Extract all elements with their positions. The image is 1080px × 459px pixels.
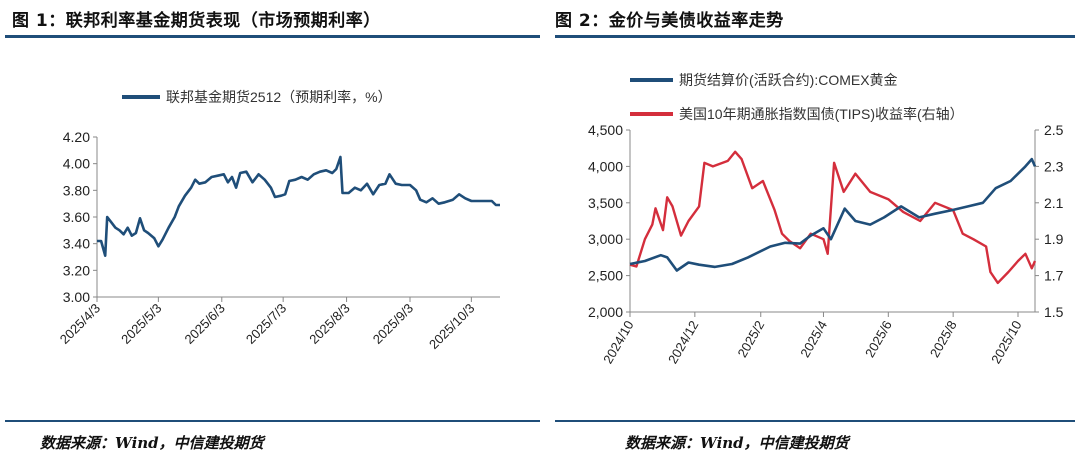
top-rule-left [5, 35, 540, 38]
source-note-left: 数据来源：Wind，中信建投期货 [40, 434, 264, 452]
top-rule-right [555, 35, 1075, 38]
left-y-tick-label: 4,000 [588, 158, 623, 174]
left-y-tick-label: 3,500 [588, 195, 623, 211]
x-tick-label: 2024/12 [665, 318, 701, 366]
source-note-right: 数据来源：Wind，中信建投期货 [625, 434, 849, 452]
right-y-tick-label: 1.7 [1044, 268, 1064, 284]
series-line-comex-gold [629, 157, 1037, 272]
x-tick-label: 2025/8 [927, 318, 960, 360]
y-tick-label: 3.20 [63, 262, 90, 278]
x-tick-label: 2025/10 [988, 318, 1024, 366]
left-y-tick-label: 2,000 [588, 304, 623, 320]
right-y-tick-label: 1.5 [1044, 304, 1064, 320]
y-tick-label: 3.80 [63, 182, 90, 198]
left-y-tick-label: 4,500 [588, 122, 623, 138]
legend-label-gold: 期货结算价(活跃合约):COMEX黄金 [679, 72, 898, 88]
right-y-tick-label: 2.5 [1044, 122, 1064, 138]
x-tick-label: 2025/6 [862, 318, 895, 360]
legend-label: 联邦基金期货2512（预期利率，%） [166, 89, 392, 105]
right-y-tick-label: 2.1 [1044, 195, 1064, 211]
figure-2-title: 图 2：金价与美债收益率走势 [555, 11, 784, 31]
y-tick-label: 3.00 [63, 289, 90, 305]
legend-label-tips: 美国10年期通胀指数国债(TIPS)收益率(右轴） [679, 106, 964, 122]
bottom-rule-left [5, 420, 540, 422]
y-tick-label: 4.20 [63, 129, 90, 145]
left-y-tick-label: 3,000 [588, 231, 623, 247]
x-tick-label: 2025/4 [797, 318, 830, 360]
y-tick-label: 3.60 [63, 209, 90, 225]
bottom-rule-right [555, 420, 1075, 422]
gold-tips-chart: 2,000 2,500 3,000 3,500 4,000 4,500 1.5 1.7 1.9 2… [588, 72, 1064, 366]
y-tick-label: 3.40 [63, 236, 90, 252]
x-tick-label: 2025/2 [734, 318, 767, 360]
figure-1-title: 图 1：联邦利率基金期货表现（市场预期利率） [12, 11, 381, 31]
y-tick-label: 4.00 [63, 156, 90, 172]
left-y-tick-label: 2,500 [588, 268, 623, 284]
right-y-tick-label: 1.9 [1044, 231, 1064, 247]
series-line-fed-funds [97, 155, 500, 257]
x-tick-label: 2024/10 [600, 318, 636, 366]
right-y-tick-label: 2.3 [1044, 158, 1064, 174]
